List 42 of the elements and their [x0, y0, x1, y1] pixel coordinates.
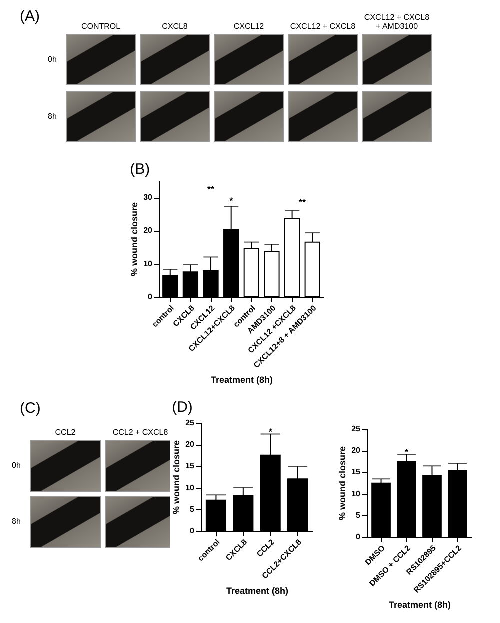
- text: (A): [20, 8, 40, 25]
- text: (C): [20, 400, 41, 417]
- x-axis-title: Treatment (8h): [226, 586, 289, 596]
- y-tick-label: 10: [352, 489, 362, 498]
- category-label: 8h: [12, 517, 21, 526]
- chart-title: (D): [172, 399, 193, 416]
- y-axis-title: % wound closure: [130, 202, 140, 277]
- annotation: *: [268, 427, 273, 438]
- y-tick-label: 0: [356, 532, 362, 542]
- category-label: CXCL12 + CXCL8: [289, 22, 357, 31]
- y-axis-title: % wound closure: [338, 446, 348, 521]
- category-label: 0h: [12, 461, 21, 470]
- y-tick-label: 15: [186, 462, 196, 471]
- annotation: **: [208, 184, 216, 194]
- y-tick-label: 5: [190, 504, 196, 514]
- category-label: CXCL12: [232, 22, 266, 31]
- category-label: CONTROL: [80, 22, 122, 31]
- y-tick-label: 20: [352, 446, 362, 456]
- x-axis-title: Treatment (8h): [388, 600, 452, 610]
- annotation: *: [230, 196, 234, 206]
- y-tick-label: 10: [144, 259, 154, 268]
- y-tick-label: 15: [352, 468, 362, 477]
- y-tick-label: 30: [144, 193, 154, 202]
- y-tick-label: 20: [144, 226, 154, 236]
- category-label: 0h: [48, 54, 57, 64]
- y-tick-label: 25: [352, 424, 362, 434]
- category-label: CXCL8: [161, 22, 189, 31]
- chart-title: (B): [130, 161, 150, 178]
- y-tick-label: 25: [186, 418, 196, 428]
- category-label: CCL2 + CXCL8: [112, 428, 170, 437]
- x-axis-title: Treatment (8h): [210, 375, 274, 386]
- y-axis-title: % wound closure: [172, 440, 182, 515]
- y-tick-label: 10: [186, 483, 196, 492]
- annotation: **: [298, 198, 306, 208]
- y-tick-label: 20: [186, 440, 196, 450]
- category-label: CXCL12 + CXCL8 + AMD3100: [363, 13, 431, 31]
- category-label: CCL2: [54, 428, 77, 437]
- category-label: 8h: [48, 112, 57, 120]
- y-tick-label: 0: [190, 526, 196, 536]
- y-tick-label: 5: [356, 510, 362, 520]
- y-tick-label: 0: [148, 292, 154, 302]
- annotation: *: [405, 447, 409, 458]
